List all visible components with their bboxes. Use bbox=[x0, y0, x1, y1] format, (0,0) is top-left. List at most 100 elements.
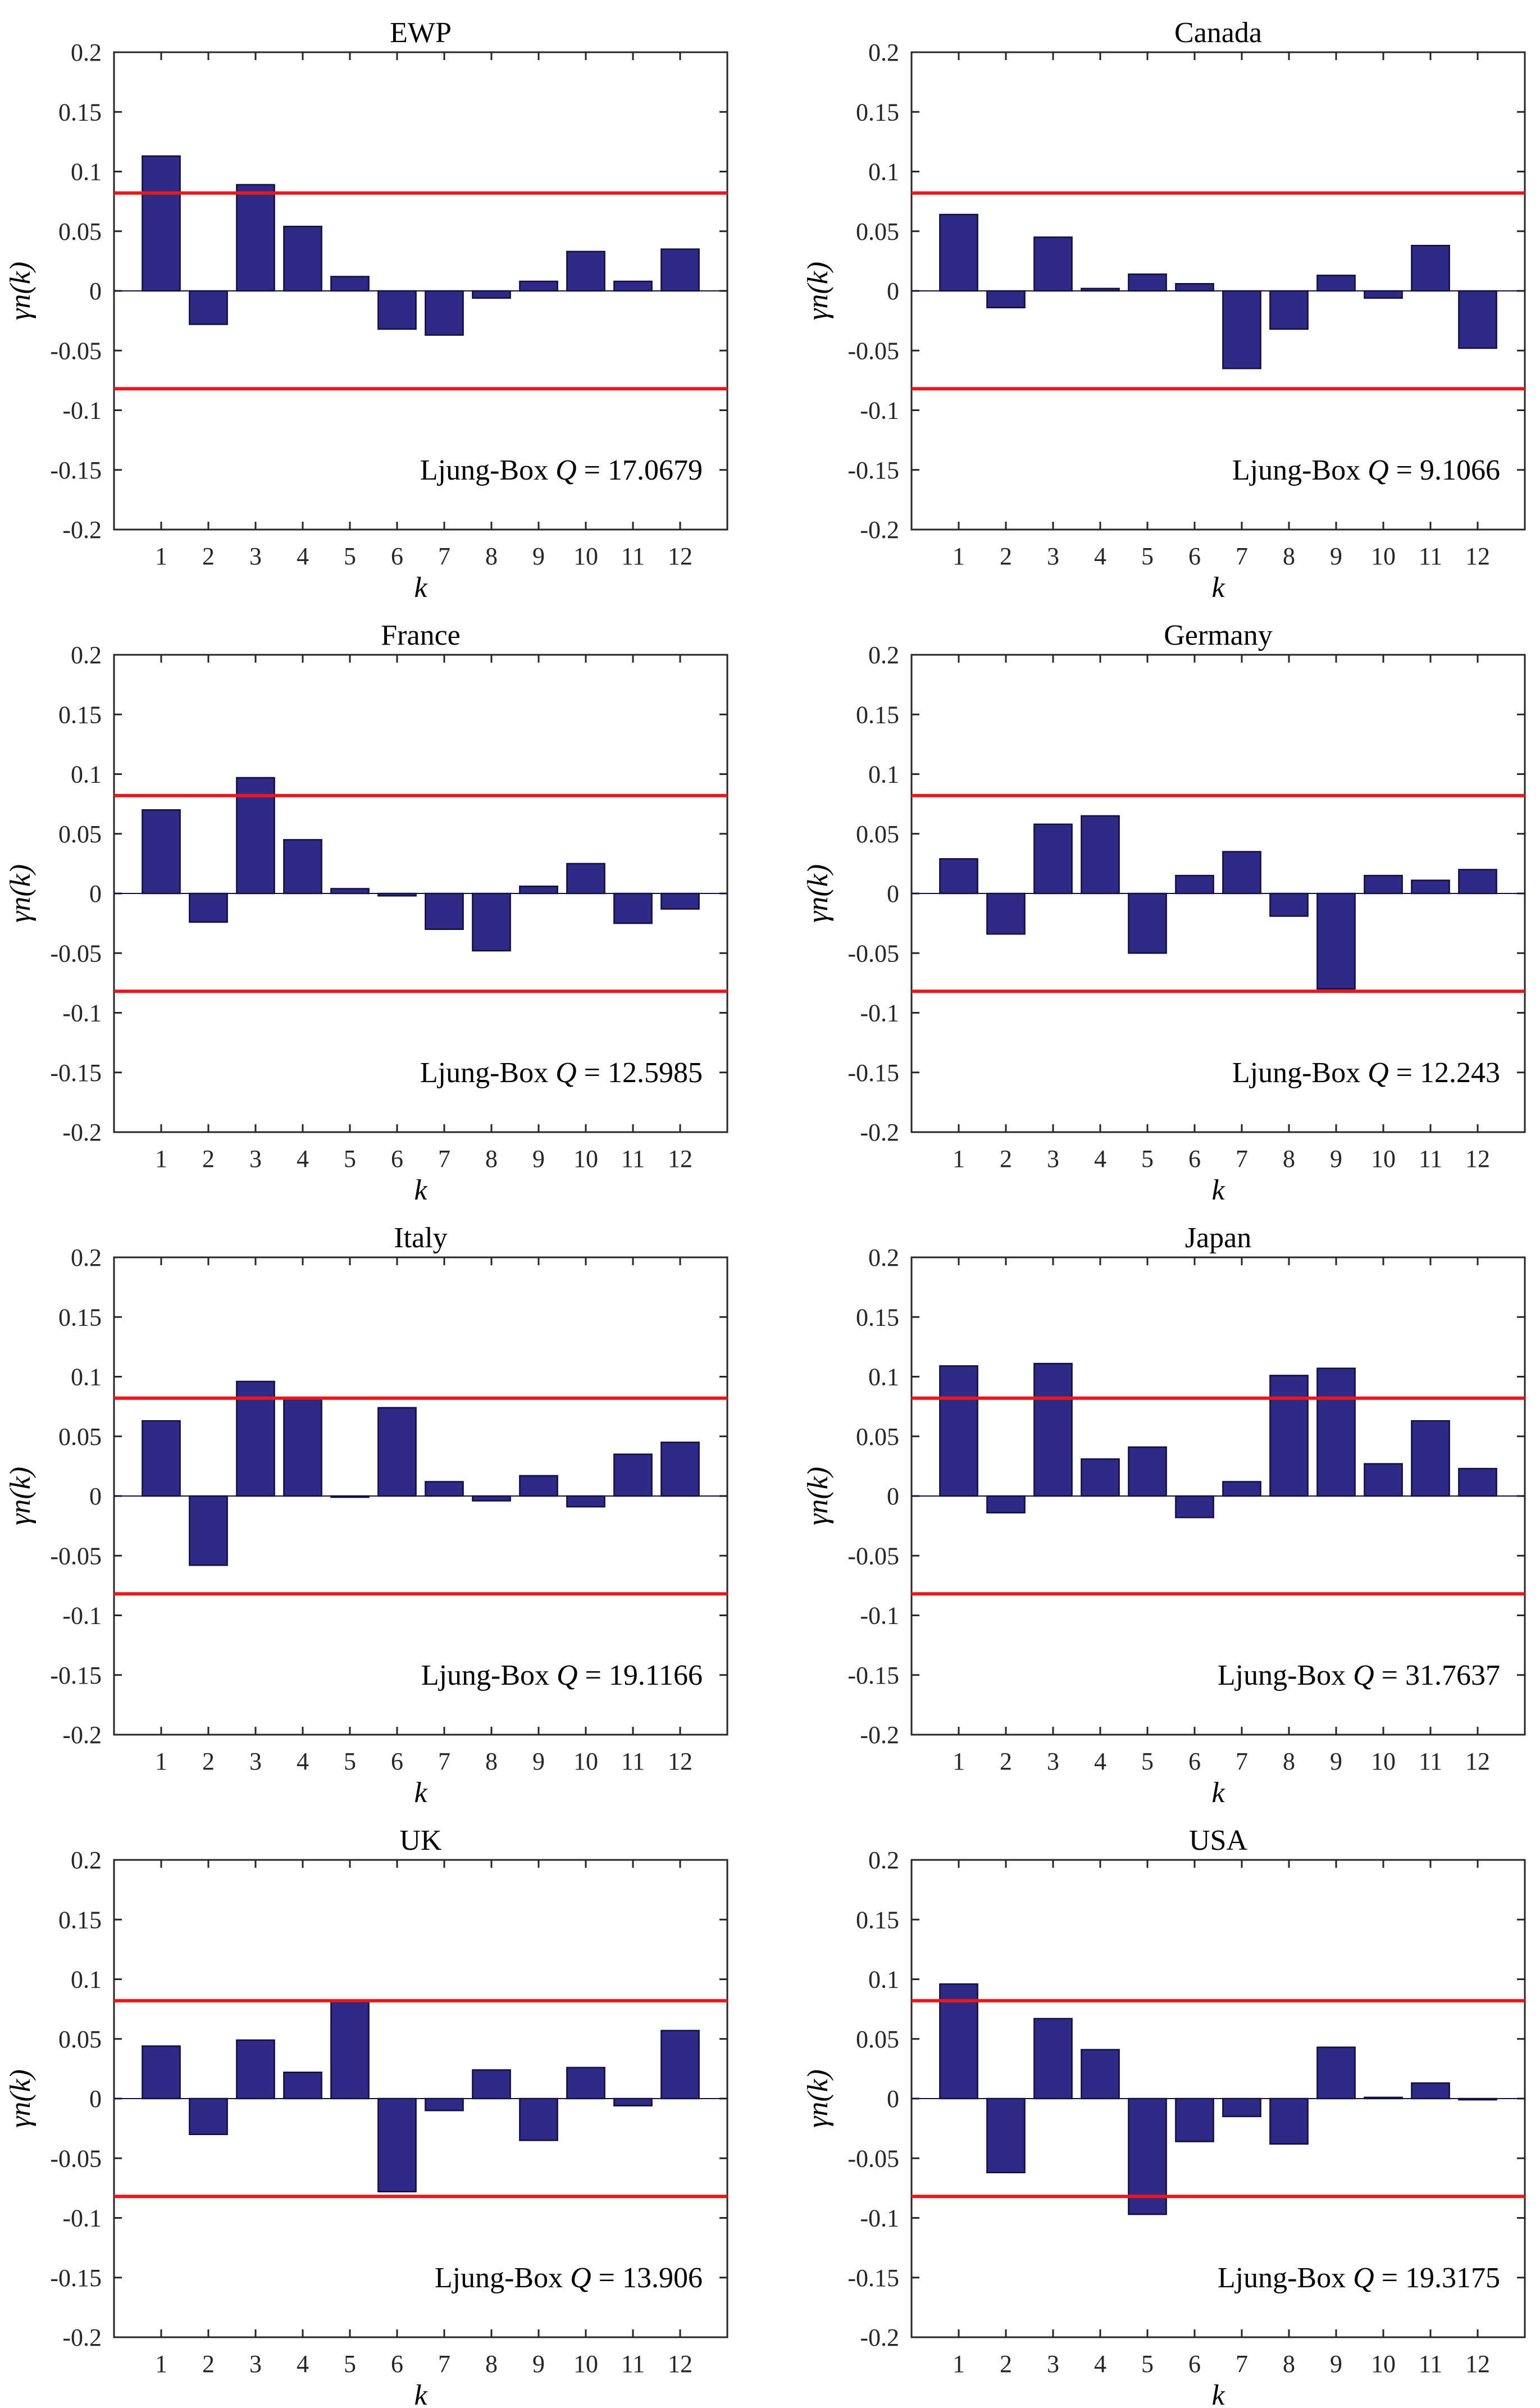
x-tick-label: 4 bbox=[297, 542, 309, 570]
bar-lag-9 bbox=[1316, 1367, 1356, 1497]
x-tick-label: 10 bbox=[1371, 542, 1396, 570]
bar-lag-4 bbox=[283, 226, 322, 292]
y-tick-label: 0.2 bbox=[71, 641, 102, 669]
x-tick-label: 3 bbox=[1047, 2350, 1059, 2378]
bar-lag-7 bbox=[425, 2097, 464, 2111]
x-tick-label: 8 bbox=[485, 2350, 498, 2378]
bar-lag-9 bbox=[519, 2097, 558, 2141]
x-tick-label: 4 bbox=[297, 2350, 309, 2378]
x-tick-label: 2 bbox=[202, 2350, 215, 2378]
chart-title: Italy bbox=[394, 1222, 447, 1254]
bar-lag-11 bbox=[1411, 879, 1450, 895]
y-tick-label: 0.1 bbox=[868, 761, 899, 788]
bar-lag-4 bbox=[283, 839, 322, 895]
y-tick-label: -0.05 bbox=[50, 1542, 102, 1570]
y-tick-label: 0.15 bbox=[856, 98, 899, 126]
x-tick-label: 1 bbox=[953, 1748, 965, 1775]
bar-lag-1 bbox=[939, 858, 978, 895]
bar-lag-7 bbox=[425, 1481, 464, 1497]
chart-title: France bbox=[381, 619, 460, 651]
y-tick-label: -0.15 bbox=[848, 1662, 899, 1689]
x-tick-label: 8 bbox=[1283, 542, 1295, 570]
x-tick-label: 2 bbox=[1000, 2350, 1012, 2378]
y-tick-label: -0.1 bbox=[62, 2205, 102, 2232]
x-tick-label: 2 bbox=[1000, 1145, 1012, 1173]
x-axis-label: k bbox=[1211, 2379, 1225, 2408]
bar-lag-1 bbox=[939, 213, 978, 292]
x-tick-label: 11 bbox=[1419, 2350, 1442, 2378]
x-tick-label: 3 bbox=[1047, 1748, 1059, 1775]
x-tick-label: 12 bbox=[668, 2350, 692, 2378]
y-tick-label: -0.1 bbox=[860, 397, 899, 425]
y-tick-label: -0.2 bbox=[62, 1119, 102, 1146]
bar-lag-8 bbox=[472, 2069, 511, 2100]
y-tick-label: 0.05 bbox=[856, 2026, 899, 2053]
x-tick-label: 10 bbox=[573, 2350, 598, 2378]
bar-lag-3 bbox=[1033, 823, 1073, 895]
x-tick-label: 11 bbox=[621, 542, 645, 570]
bar-lag-3 bbox=[1033, 2018, 1073, 2100]
bar-lag-4 bbox=[1081, 2049, 1120, 2100]
bar-lag-1 bbox=[939, 1983, 978, 2100]
y-axis-label: γn(k) bbox=[4, 2069, 37, 2128]
bar-lag-4 bbox=[1081, 288, 1120, 292]
bar-lag-2 bbox=[189, 892, 228, 923]
bar-lag-1 bbox=[939, 1365, 978, 1497]
bar-lag-6 bbox=[1175, 2097, 1214, 2142]
bar-lag-5 bbox=[1128, 1446, 1167, 1497]
y-tick-label: 0.1 bbox=[71, 158, 102, 186]
x-tick-label: 11 bbox=[621, 1748, 645, 1775]
x-tick-label: 12 bbox=[668, 542, 692, 570]
bar-lag-8 bbox=[472, 892, 511, 952]
x-tick-label: 8 bbox=[1283, 1748, 1295, 1775]
y-tick-label: 0 bbox=[887, 277, 899, 305]
y-tick-label: -0.05 bbox=[848, 337, 899, 364]
bar-lag-12 bbox=[660, 2030, 700, 2100]
y-axis-label: γn(k) bbox=[4, 864, 37, 923]
x-tick-label: 5 bbox=[1141, 542, 1154, 570]
bar-lag-12 bbox=[1458, 869, 1497, 895]
bar-lag-10 bbox=[1364, 2096, 1403, 2100]
bar-lag-6 bbox=[377, 1407, 417, 1497]
bar-lag-3 bbox=[1033, 236, 1073, 292]
chart-panel-italy: 0.20.150.10.050-0.05-0.1-0.15-0.21 2 3 4 5 6 7… bbox=[4, 1222, 728, 1809]
x-tick-label: 7 bbox=[1236, 542, 1248, 570]
x-tick-label: 4 bbox=[1094, 2350, 1106, 2378]
y-tick-label: 0 bbox=[89, 880, 102, 907]
bar-lag-8 bbox=[1269, 290, 1309, 330]
bar-lag-1 bbox=[142, 2045, 181, 2100]
x-tick-label: 3 bbox=[1047, 542, 1059, 570]
y-tick-label: 0.1 bbox=[868, 1363, 899, 1391]
y-tick-label: -0.2 bbox=[62, 2324, 102, 2351]
y-tick-label: 0.2 bbox=[868, 39, 899, 66]
y-tick-label: 0.2 bbox=[71, 1244, 102, 1271]
bar-lag-2 bbox=[986, 892, 1026, 935]
x-tick-label: 9 bbox=[1330, 542, 1342, 570]
x-tick-label: 2 bbox=[202, 1748, 215, 1775]
y-tick-label: -0.1 bbox=[860, 1000, 899, 1027]
y-tick-label: -0.15 bbox=[848, 1059, 899, 1087]
y-tick-label: -0.05 bbox=[848, 2145, 899, 2172]
bar-lag-11 bbox=[613, 2097, 653, 2106]
y-tick-label: 0.1 bbox=[868, 158, 899, 186]
x-tick-label: 9 bbox=[532, 1145, 545, 1173]
y-tick-label: 0 bbox=[89, 2085, 102, 2113]
x-tick-label: 5 bbox=[344, 2350, 356, 2378]
x-tick-label: 10 bbox=[1371, 1748, 1396, 1775]
bar-lag-8 bbox=[472, 1495, 511, 1502]
x-tick-label: 3 bbox=[249, 542, 262, 570]
x-tick-label: 9 bbox=[532, 1748, 545, 1775]
x-tick-label: 12 bbox=[1465, 2350, 1490, 2378]
bar-lag-10 bbox=[566, 2067, 605, 2100]
bar-lag-12 bbox=[660, 248, 700, 292]
chart-title: EWP bbox=[390, 17, 452, 49]
y-axis-label: γn(k) bbox=[802, 2069, 834, 2128]
y-tick-label: -0.1 bbox=[62, 1602, 102, 1630]
bar-lag-5 bbox=[330, 2001, 370, 2100]
chart-panel-ewp: 0.20.150.10.050-0.05-0.1-0.15-0.21 2 3 4 5 6 7… bbox=[4, 17, 728, 604]
x-tick-label: 6 bbox=[1188, 542, 1201, 570]
x-tick-label: 5 bbox=[344, 1748, 356, 1775]
bar-lag-10 bbox=[566, 250, 605, 292]
x-tick-label: 5 bbox=[344, 542, 356, 570]
